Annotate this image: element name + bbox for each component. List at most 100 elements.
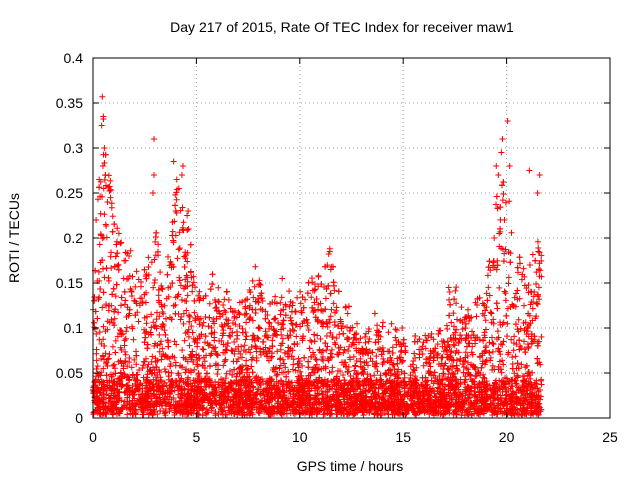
data-point xyxy=(181,337,188,344)
data-point xyxy=(165,284,172,291)
data-point xyxy=(302,296,309,303)
data-point xyxy=(151,343,158,350)
data-point xyxy=(110,285,117,292)
data-point xyxy=(122,351,129,358)
data-point xyxy=(354,320,361,327)
data-point xyxy=(346,327,353,334)
data-point xyxy=(239,329,246,336)
data-point xyxy=(499,182,506,189)
data-point xyxy=(326,369,333,376)
data-point xyxy=(305,279,312,286)
data-point xyxy=(529,251,536,258)
data-point xyxy=(442,375,449,382)
data-point xyxy=(297,300,304,307)
data-point xyxy=(157,269,164,276)
data-point xyxy=(161,327,168,334)
data-point xyxy=(511,294,518,301)
data-point xyxy=(366,336,373,343)
data-point xyxy=(293,333,300,340)
data-point xyxy=(111,221,118,228)
data-point xyxy=(211,337,218,344)
data-point xyxy=(538,376,545,383)
data-point xyxy=(522,319,529,326)
data-point xyxy=(236,310,243,317)
data-point xyxy=(172,202,179,209)
data-point xyxy=(538,333,545,340)
data-point xyxy=(534,342,541,349)
data-point xyxy=(500,258,507,265)
data-point xyxy=(505,280,512,287)
data-point xyxy=(246,304,253,311)
data-point xyxy=(129,273,136,280)
data-point xyxy=(164,271,171,278)
data-point xyxy=(103,372,110,379)
data-point xyxy=(367,355,374,362)
data-point xyxy=(209,271,216,278)
data-point xyxy=(512,290,519,297)
data-point xyxy=(138,278,145,285)
data-point xyxy=(112,293,119,300)
data-point xyxy=(460,357,467,364)
data-point xyxy=(239,354,246,361)
data-point xyxy=(191,366,198,373)
chart-title: Day 217 of 2015, Rate Of TEC Index for r… xyxy=(170,19,514,35)
data-point xyxy=(100,289,107,296)
data-point xyxy=(93,330,100,337)
data-point xyxy=(274,348,281,355)
data-point xyxy=(162,331,169,338)
data-point xyxy=(227,333,234,340)
data-point xyxy=(91,319,98,326)
data-point xyxy=(345,348,352,355)
data-point xyxy=(434,341,441,348)
data-point xyxy=(479,360,486,367)
data-point xyxy=(496,230,503,237)
data-point xyxy=(182,298,189,305)
data-point xyxy=(161,366,168,373)
data-point xyxy=(231,366,238,373)
data-point xyxy=(256,325,263,332)
data-point xyxy=(159,286,166,293)
data-point xyxy=(178,313,185,320)
data-point xyxy=(252,309,259,316)
data-point xyxy=(487,309,494,316)
data-point xyxy=(97,285,104,292)
data-point xyxy=(259,306,266,313)
data-point xyxy=(211,329,218,336)
data-point xyxy=(357,358,364,365)
data-point xyxy=(156,348,163,355)
data-point xyxy=(233,358,240,365)
data-point xyxy=(371,310,378,317)
data-point xyxy=(320,357,327,364)
data-point xyxy=(308,294,315,301)
data-point xyxy=(327,290,334,297)
data-point xyxy=(373,353,380,360)
data-point xyxy=(102,328,109,335)
data-point xyxy=(311,287,318,294)
data-point xyxy=(395,366,402,373)
data-point xyxy=(502,199,509,206)
data-point xyxy=(420,362,427,369)
data-point xyxy=(480,374,487,381)
data-point xyxy=(225,296,232,303)
data-point xyxy=(297,288,304,295)
data-point xyxy=(114,250,121,257)
data-point xyxy=(500,179,507,186)
data-point xyxy=(107,177,114,184)
data-point xyxy=(189,329,196,336)
data-point xyxy=(96,184,103,191)
data-point xyxy=(181,264,188,271)
data-point xyxy=(163,295,170,302)
data-point xyxy=(494,336,501,343)
data-point xyxy=(344,310,351,317)
data-point xyxy=(109,343,116,350)
data-point xyxy=(176,245,183,252)
data-point xyxy=(123,324,130,331)
data-point xyxy=(102,221,109,228)
data-point xyxy=(412,355,419,362)
data-point xyxy=(389,344,396,351)
data-point xyxy=(514,287,521,294)
data-point xyxy=(536,249,543,256)
data-point xyxy=(340,371,347,378)
data-point xyxy=(99,235,106,242)
data-point xyxy=(506,198,513,205)
